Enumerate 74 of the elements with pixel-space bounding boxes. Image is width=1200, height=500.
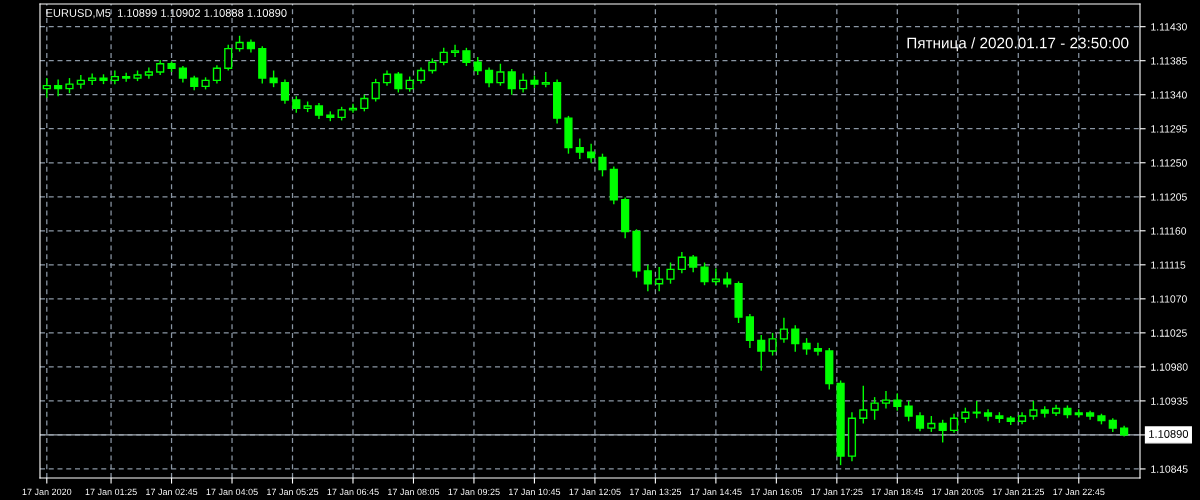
candlestick [507, 68, 516, 96]
x-tick-label: 17 Jan 02:45 [146, 488, 198, 496]
x-tick-label: 17 Jan 10:45 [509, 488, 561, 496]
candlestick [598, 152, 607, 178]
candlestick [280, 78, 290, 105]
candlestick [655, 266, 664, 292]
candlestick [700, 261, 709, 286]
y-tick-label: 1.10935 [1151, 397, 1188, 405]
candlestick [348, 103, 358, 114]
candlestick [1029, 400, 1038, 421]
candlestick [54, 78, 63, 97]
candlestick [587, 143, 596, 164]
candlestick [575, 137, 584, 160]
x-tick-label: 17 Jan 01:25 [85, 488, 137, 496]
y-tick-label: 1.11025 [1151, 329, 1187, 337]
y-tick-label: 1.11295 [1151, 125, 1187, 133]
candlestick [643, 264, 652, 292]
x-tick-label: 17 Jan 09:25 [448, 488, 500, 496]
y-tick-label: 1.11205 [1151, 193, 1187, 201]
candlestick [870, 396, 879, 421]
ref-line-label: 1.10890 [1149, 430, 1189, 438]
candlestick [859, 385, 868, 425]
candlestick [212, 64, 222, 85]
candlestick [881, 390, 891, 410]
candlestick [677, 251, 686, 274]
x-tick-label: 17 Jan 12:05 [569, 488, 621, 496]
x-tick-label: 17 Jan 13:25 [629, 488, 682, 496]
x-tick-label: 17 Jan 22:45 [1053, 488, 1105, 496]
candlestick [711, 267, 720, 286]
y-tick-label: 1.11160 [1151, 227, 1187, 235]
y-tick-label: 1.11115 [1151, 261, 1186, 269]
y-tick-label: 1.11430 [1151, 23, 1187, 31]
x-tick-label: 17 Jan 2020 [22, 488, 72, 496]
y-tick-label: 1.10980 [1151, 363, 1188, 371]
y-tick-label: 1.10845 [1151, 465, 1188, 473]
candlestick [462, 47, 471, 67]
candlestick [371, 78, 380, 103]
x-tick-label: 17 Jan 21:25 [992, 488, 1045, 496]
y-tick-label: 1.11340 [1151, 91, 1187, 99]
annotation: Пятница / 2020.01.17 - 23:50:00 [907, 37, 1129, 52]
x-tick-label: 17 Jan 08:05 [388, 488, 440, 496]
x-tick-label: 17 Jan 14:45 [690, 488, 742, 496]
candlestick [42, 77, 51, 99]
candlestick [791, 324, 800, 353]
candlestick [757, 334, 766, 372]
candlestick [779, 317, 789, 344]
candlestick [938, 419, 947, 444]
candlestick [915, 411, 925, 432]
candlestick [473, 56, 482, 76]
candlestick [76, 74, 85, 90]
candlestick [122, 72, 131, 83]
candlestick [904, 400, 913, 422]
y-tick-label: 1.11250 [1151, 159, 1187, 167]
x-tick-label: 17 Jan 20:05 [932, 488, 984, 496]
x-tick-label: 17 Jan 16:05 [750, 488, 803, 496]
candlestick [666, 261, 675, 285]
candlestick [745, 313, 754, 349]
candlestick [224, 44, 233, 72]
candlestick [813, 341, 823, 357]
candlestick [768, 332, 777, 357]
x-tick-label: 17 Jan 18:45 [871, 488, 924, 496]
y-tick-label: 1.11070 [1151, 295, 1187, 303]
x-tick-label: 17 Jan 17:25 [811, 488, 863, 496]
candlestick [450, 44, 460, 58]
candlestick [496, 63, 505, 87]
chart-title: EURUSD,M5 1.10899 1.10902 1.10888 1.10890 [46, 9, 287, 19]
candlestick [949, 413, 959, 434]
candlestick [518, 72, 528, 94]
candlestick [484, 66, 494, 88]
x-tick-label: 17 Jan 04:05 [206, 488, 258, 496]
x-tick-label: 17 Jan 05:25 [267, 488, 319, 496]
candlestick [394, 71, 403, 94]
y-tick-label: 1.11385 [1151, 57, 1187, 65]
x-tick-label: 17 Jan 06:45 [327, 488, 379, 496]
